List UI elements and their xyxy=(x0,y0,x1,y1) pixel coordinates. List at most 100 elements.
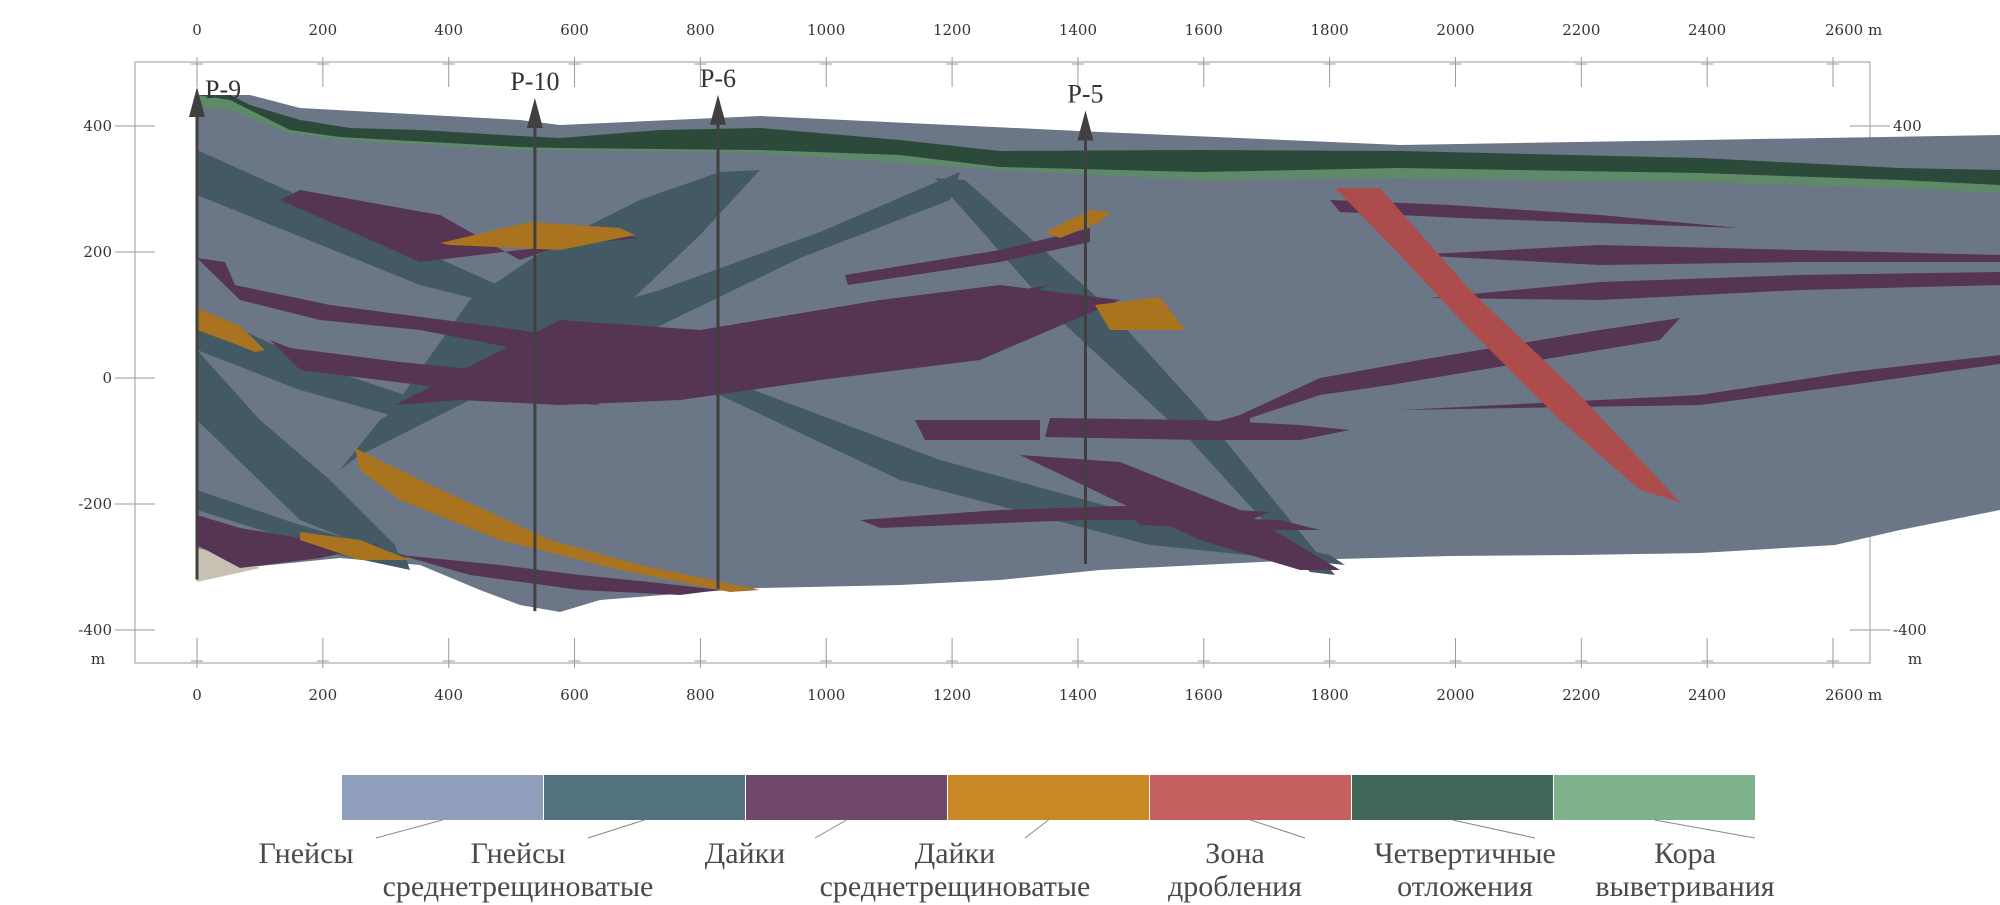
well-label: P-5 xyxy=(1067,80,1103,109)
legend-leader xyxy=(375,819,443,839)
dyke-band xyxy=(400,555,720,595)
dyke-band xyxy=(1045,418,1350,440)
dyke-band xyxy=(915,420,1040,440)
x-tick-label-top: 600 xyxy=(560,21,589,39)
section-body xyxy=(197,95,2000,612)
well-label: P-9 xyxy=(205,75,241,104)
quaternary-deposits xyxy=(197,95,2000,185)
legend-leader xyxy=(1024,819,1049,839)
well-label: P-6 xyxy=(700,64,736,93)
x-tick-label-bottom: 200 xyxy=(309,686,338,704)
legend-leader xyxy=(1654,819,1756,839)
well-arrow-icon xyxy=(1077,110,1094,141)
legend-label-line2: выветривания xyxy=(1595,870,1774,903)
fractured-dyke-band xyxy=(440,222,635,250)
x-tick-label-bottom: 400 xyxy=(434,686,463,704)
well-label: P-10 xyxy=(510,67,559,96)
legend-leader xyxy=(814,819,847,839)
fractured-dyke-band xyxy=(300,532,410,560)
x-tick-label-top: 2400 xyxy=(1688,21,1726,39)
x-tick-label-top: 1800 xyxy=(1311,21,1349,39)
dyke-band xyxy=(860,505,1270,528)
legend-label: Дайки xyxy=(705,837,785,870)
base-sediment xyxy=(197,548,260,582)
dyke-band xyxy=(1410,245,2000,265)
x-tick-label-bottom: 2200 xyxy=(1562,686,1600,704)
y-tick-label-left: -200 xyxy=(78,495,112,513)
x-tick-label-bottom: 1800 xyxy=(1311,686,1349,704)
x-tick-label-top: 2000 xyxy=(1436,21,1474,39)
dyke-band xyxy=(280,190,640,262)
fractured-gneiss-band xyxy=(197,350,400,560)
x-tick-label-top: 200 xyxy=(309,21,338,39)
y-tick-label-right: -400 xyxy=(1893,621,1927,639)
well-arrow-icon xyxy=(526,97,543,128)
legend-swatch xyxy=(948,775,1149,820)
dyke-band xyxy=(1430,272,2000,300)
legend-swatch xyxy=(1150,775,1351,820)
legend-swatch xyxy=(746,775,947,820)
legend-label: Четвертичные xyxy=(1374,837,1556,870)
legend-leader xyxy=(587,819,645,839)
x-tick-label-top: 2200 xyxy=(1562,21,1600,39)
y-tick-label-left: 400 xyxy=(83,117,112,135)
x-tick-label-top: 800 xyxy=(686,21,715,39)
x-tick-label-top: 1400 xyxy=(1059,21,1097,39)
fractured-gneiss-band xyxy=(935,178,1335,575)
dyke-band xyxy=(1130,515,1320,530)
dyke-band xyxy=(197,515,380,568)
dyke-band xyxy=(845,228,1090,285)
well-arrow-icon xyxy=(710,94,727,125)
x-tick-label-bottom: 1200 xyxy=(933,686,971,704)
legend-label-line2: среднетрещиноватые xyxy=(383,870,654,903)
legend-swatch xyxy=(1554,775,1755,820)
y-unit-right: m xyxy=(1908,650,1922,668)
x-tick-label-bottom: 1600 xyxy=(1185,686,1223,704)
legend-label-line2: среднетрещиноватые xyxy=(820,870,1091,903)
x-tick-label-bottom: 1400 xyxy=(1059,686,1097,704)
x-tick-label-bottom: 2400 xyxy=(1688,686,1726,704)
fractured-dyke-band xyxy=(1045,210,1110,238)
well-arrow-icon xyxy=(189,87,205,117)
crush-zone xyxy=(1335,188,1680,502)
dyke-band xyxy=(1400,355,2000,410)
dyke-band xyxy=(1330,200,1740,228)
x-tick-label-bottom: 2600 m xyxy=(1825,686,1882,704)
x-tick-label-top: 1000 xyxy=(807,21,845,39)
legend-leader xyxy=(1250,819,1306,839)
x-tick-label-bottom: 0 xyxy=(192,686,202,704)
legend-label-line2: отложения xyxy=(1397,870,1533,903)
fractured-gneiss-band xyxy=(340,172,960,470)
y-tick-label-left: -400 xyxy=(78,621,112,639)
legend-label: Зона xyxy=(1205,837,1264,870)
legend-label: Гнейсы xyxy=(258,837,353,870)
y-tick-label-left: 200 xyxy=(83,243,112,261)
dyke-band xyxy=(1180,318,1680,432)
legend-label: Кора xyxy=(1654,837,1716,870)
y-tick-label-right: 400 xyxy=(1893,117,1922,135)
fractured-dyke-band xyxy=(1095,297,1185,330)
legend-swatch xyxy=(1352,775,1553,820)
x-tick-label-top: 1200 xyxy=(933,21,971,39)
legend-label: Дайки xyxy=(915,837,995,870)
weathering-crust xyxy=(197,95,2000,193)
x-tick-label-top: 0 xyxy=(192,21,202,39)
legend-leader xyxy=(1452,819,1536,839)
legend-label: Гнейсы xyxy=(470,837,565,870)
dyke-band xyxy=(395,285,1120,405)
x-tick-label-bottom: 600 xyxy=(560,686,589,704)
legend-swatch xyxy=(342,775,543,820)
x-tick-label-bottom: 1000 xyxy=(807,686,845,704)
legend-label-line2: дробления xyxy=(1168,870,1302,903)
x-tick-label-top: 400 xyxy=(434,21,463,39)
legend-swatch xyxy=(544,775,745,820)
wells: P-9 P-10 P-6 P-5 xyxy=(189,64,1104,612)
x-tick-label-bottom: 2000 xyxy=(1436,686,1474,704)
x-tick-label-top: 2600 m xyxy=(1825,21,1882,39)
y-unit-left: m xyxy=(91,650,105,668)
x-tick-label-top: 1600 xyxy=(1185,21,1223,39)
y-tick-label-left: 0 xyxy=(102,369,112,387)
x-tick-label-bottom: 800 xyxy=(686,686,715,704)
